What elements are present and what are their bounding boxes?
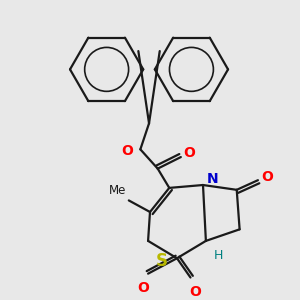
Text: O: O [189, 285, 201, 299]
Text: H: H [214, 249, 223, 262]
Text: N: N [207, 172, 218, 186]
Text: O: O [121, 144, 133, 158]
Text: O: O [137, 281, 149, 296]
Text: S: S [155, 252, 167, 270]
Text: O: O [261, 170, 273, 184]
Text: O: O [184, 146, 196, 160]
Text: Me: Me [109, 184, 126, 196]
